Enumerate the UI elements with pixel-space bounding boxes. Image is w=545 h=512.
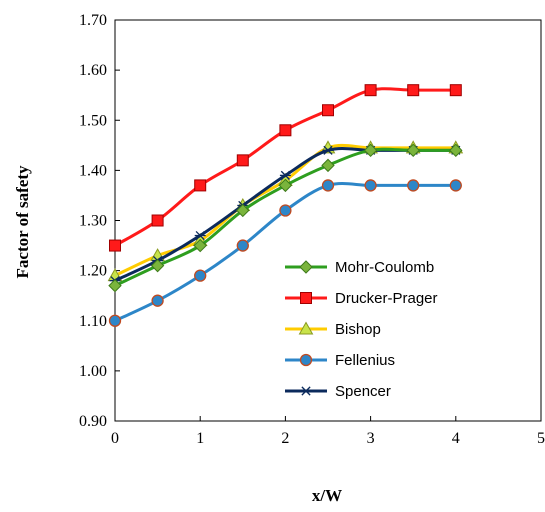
data-point [406, 143, 420, 158]
data-point [449, 84, 462, 97]
legend-label: Spencer [335, 383, 391, 400]
data-point [108, 314, 122, 327]
axis-ticks: 0.90 1.00 1.10 1.20 1.30 1.40 1.50 1.60 1.70 0 1 2 3… [79, 12, 545, 447]
y-tick-label: 1.40 [79, 162, 107, 179]
data-point [193, 238, 207, 253]
legend: Mohr-Coulomb Drucker-Prager Bishop Felleniu… [285, 259, 438, 400]
data-point [407, 179, 420, 192]
series-drucker-prager [109, 84, 462, 252]
legend-item: Drucker-Prager [285, 290, 438, 307]
y-tick-label: 1.10 [79, 313, 107, 330]
data-point [194, 179, 207, 192]
x-tick-label: 1 [196, 430, 204, 447]
legend-item: Fellenius [285, 352, 395, 369]
y-tick-label: 1.70 [79, 12, 107, 29]
data-point [109, 239, 121, 252]
legend-label: Fellenius [335, 352, 395, 369]
data-point [364, 84, 377, 97]
series-line [114, 87, 456, 247]
data-point [278, 178, 293, 193]
legend-label: Bishop [335, 321, 381, 338]
data-point [151, 294, 164, 307]
legend-marker [299, 353, 313, 367]
x-tick-label: 2 [281, 430, 289, 447]
data-point [279, 124, 292, 137]
series-mohr-coulomb [108, 143, 463, 293]
y-tick-label: 1.30 [79, 213, 107, 230]
legend-item: Bishop [285, 321, 381, 338]
legend-item: Spencer [285, 383, 391, 400]
data-point [364, 179, 377, 192]
y-tick-label: 1.50 [79, 112, 107, 129]
data-point [151, 214, 164, 227]
legend-label: Mohr-Coulomb [335, 259, 434, 276]
series-group [107, 84, 464, 327]
data-point [363, 143, 378, 158]
series-fellenius [108, 179, 462, 327]
y-tick-label: 1.00 [79, 363, 107, 380]
data-point [449, 143, 463, 158]
y-tick-label: 1.20 [79, 263, 107, 280]
data-point [279, 204, 292, 217]
y-axis-title: Factor of safety [13, 165, 32, 278]
data-point [108, 278, 122, 293]
y-tick-label: 0.90 [79, 413, 107, 430]
data-point [236, 239, 249, 252]
x-tick-label: 4 [452, 430, 460, 447]
data-point [194, 269, 207, 282]
data-point [279, 170, 291, 180]
data-point [236, 203, 250, 218]
data-point [322, 104, 334, 117]
data-point [407, 84, 420, 97]
data-point [150, 258, 165, 273]
x-tick-label: 3 [367, 430, 375, 447]
legend-marker [300, 386, 312, 396]
x-tick-label: 5 [537, 430, 545, 447]
plot-area [114, 19, 542, 422]
legend-marker [298, 321, 314, 335]
data-point [449, 179, 462, 192]
data-point [194, 230, 206, 241]
x-axis-title: x/W [312, 486, 342, 505]
legend-marker [300, 292, 312, 304]
data-point [321, 158, 335, 173]
legend-item: Mohr-Coulomb [285, 259, 434, 276]
legend-marker [299, 260, 313, 274]
data-point [236, 154, 249, 167]
legend-label: Drucker-Prager [335, 290, 438, 307]
x-tick-label: 0 [111, 430, 119, 447]
data-point [322, 145, 334, 155]
y-tick-label: 1.60 [79, 62, 107, 79]
data-point [321, 179, 335, 192]
